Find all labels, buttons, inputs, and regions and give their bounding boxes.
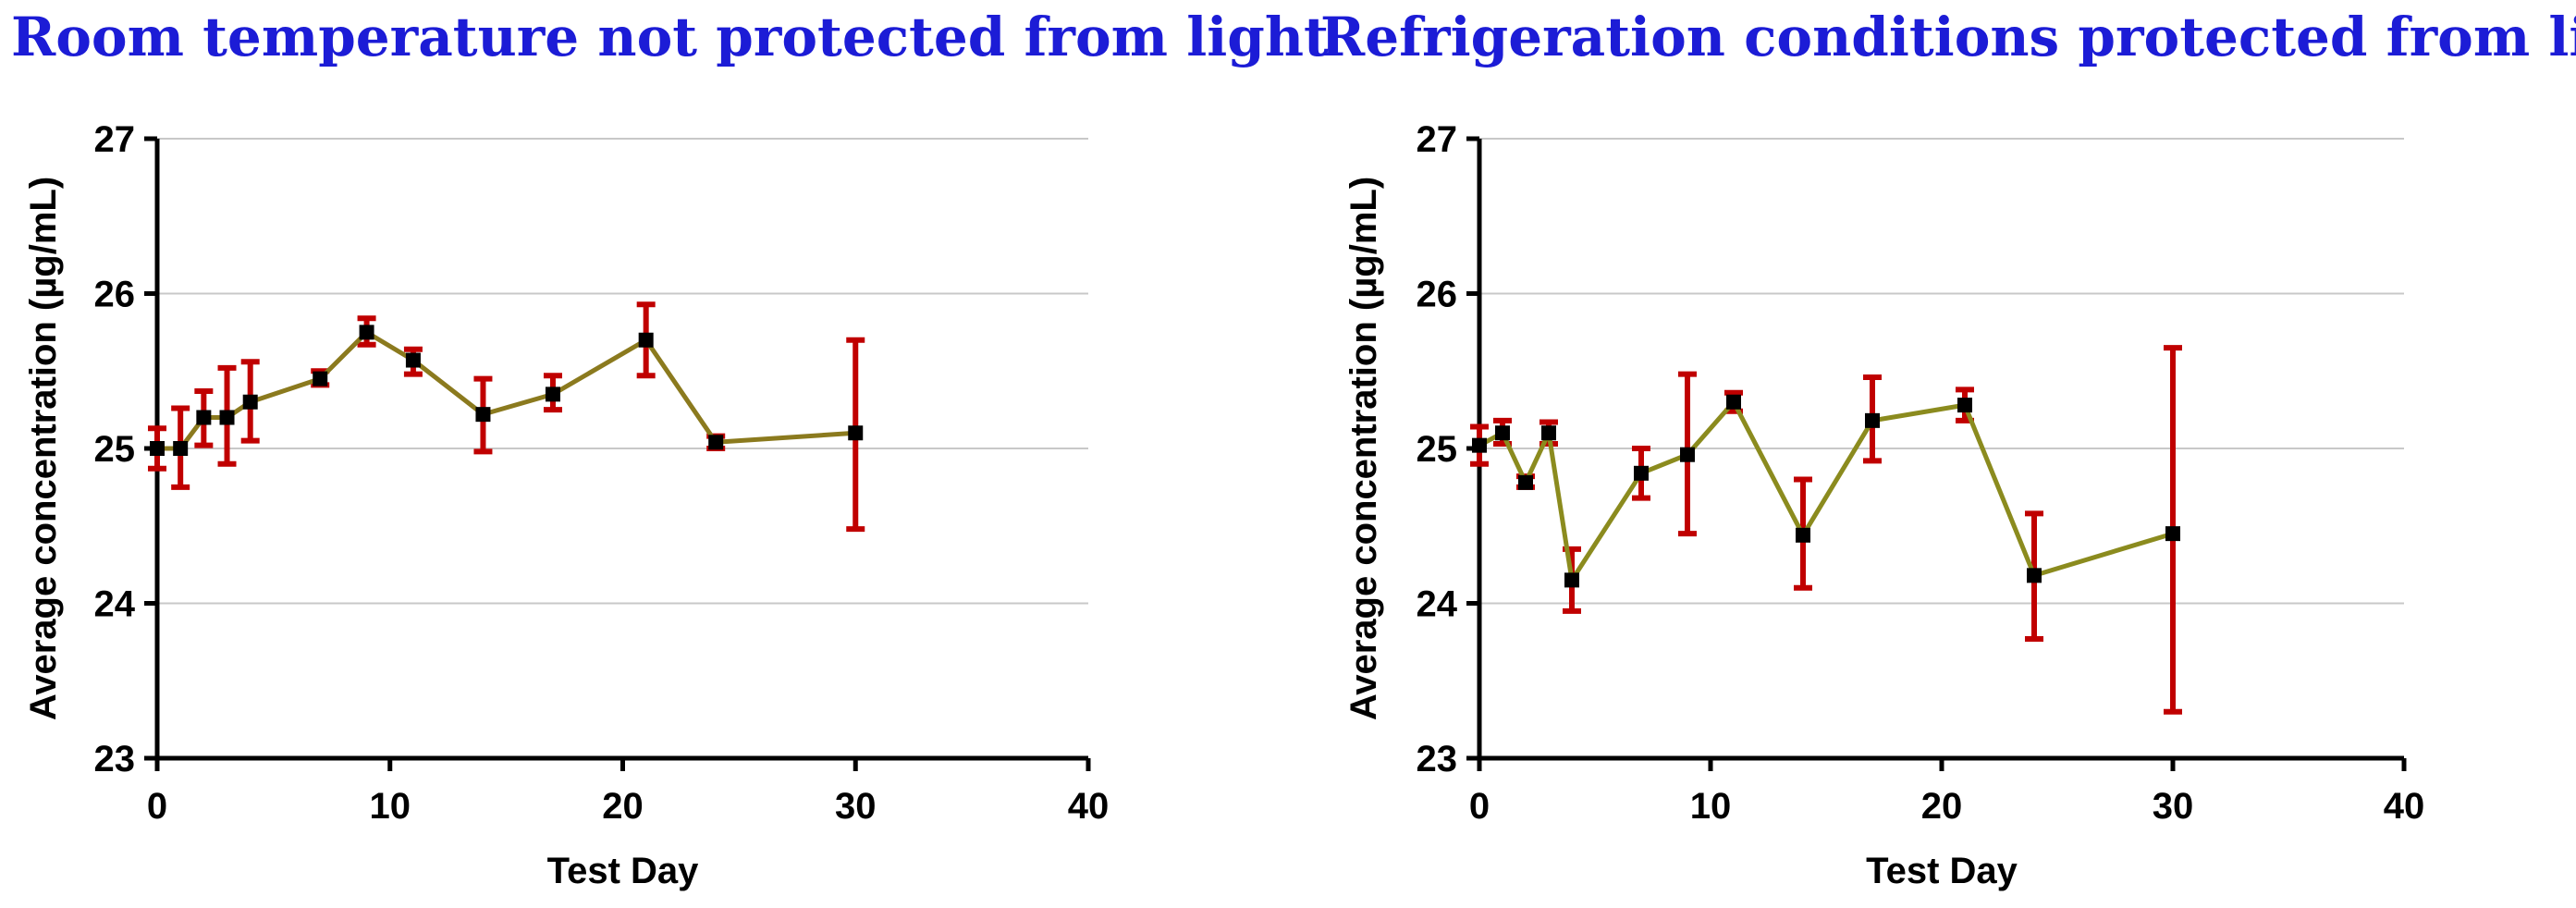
chart-2-data-point — [1564, 572, 1579, 588]
chart-1-data-point — [638, 332, 654, 348]
chart-2-x-axis-label: Test Day — [1866, 851, 2018, 891]
chart-2-y-tick-label: 24 — [1417, 584, 1458, 625]
chart-2-y-axis-label: Average concentration (µg/mL) — [1343, 177, 1384, 720]
chart-2-x-tick-label: 30 — [2153, 786, 2194, 827]
chart-1-data-point — [219, 410, 235, 425]
chart-1-y-tick-label: 27 — [94, 119, 136, 160]
chart-2-y-tick-label: 26 — [1417, 275, 1458, 315]
chart-2-data-point — [1957, 398, 1972, 413]
chart-2-data-point — [1865, 412, 1880, 428]
chart-1-y-tick-label: 25 — [94, 429, 136, 470]
chart-2-data-point — [1726, 394, 1741, 410]
chart-1-data-point — [359, 325, 374, 340]
chart-1-y-tick-label: 26 — [94, 275, 136, 315]
chart-1-data-point — [848, 425, 864, 441]
chart-1-x-tick-label: 40 — [1068, 786, 1110, 827]
chart-1-x-tick-label: 10 — [370, 786, 411, 827]
chart-2-x-tick-label: 40 — [2384, 786, 2425, 827]
chart-2-panel: Refrigeration conditions protected from … — [1320, 6, 2576, 891]
chart-2-y-tick-label: 23 — [1417, 739, 1458, 779]
chart-2-data-point — [1518, 474, 1533, 490]
chart-1-x-axis-label: Test Day — [547, 851, 700, 891]
chart-2-data-point — [1634, 465, 1649, 481]
chart-2-data-point — [2027, 568, 2042, 583]
chart-1-title: Room temperature not protected from ligh… — [11, 6, 1329, 68]
chart-1-y-tick-label: 24 — [94, 584, 136, 625]
chart-2-data-point — [1796, 527, 1810, 543]
chart-1-data-point — [313, 371, 328, 387]
chart-1-data-point — [173, 441, 189, 456]
chart-2-series-line — [1478, 399, 2174, 583]
chart-1-y-tick-label: 23 — [94, 739, 136, 779]
chart-1-x-tick-label: 0 — [147, 786, 167, 827]
chart-2-data-point — [2165, 526, 2180, 542]
chart-2-y-tick-label: 25 — [1417, 429, 1458, 470]
chart-1-x-tick-label: 20 — [602, 786, 644, 827]
chart-1-data-point — [405, 352, 421, 368]
chart-1-data-point — [150, 441, 165, 456]
chart-2-data-point — [1541, 425, 1556, 441]
chart-1-data-point — [242, 394, 258, 410]
chart-2-data-point — [1680, 447, 1695, 462]
chart-1-data-point — [545, 387, 560, 402]
chart-1-data-point — [708, 435, 724, 450]
chart-1-data-point — [475, 407, 491, 423]
chart-1-x-tick-label: 30 — [835, 786, 877, 827]
chart-2-data-point — [1472, 437, 1487, 453]
chart-1-y-axis-label: Average concentration (µg/mL) — [23, 177, 64, 720]
chart-2-y-tick-label: 27 — [1417, 119, 1458, 160]
chart-1-data-point — [196, 410, 212, 425]
chart-2-x-tick-label: 20 — [1921, 786, 1963, 827]
chart-2-x-tick-label: 0 — [1469, 786, 1490, 827]
chart-1-panel: Room temperature not protected from ligh… — [11, 6, 1329, 891]
chart-2-x-tick-label: 10 — [1690, 786, 1732, 827]
chart-2-title: Refrigeration conditions protected from … — [1320, 6, 2576, 68]
chart-1-series-line — [157, 329, 856, 451]
chart-2-data-point — [1495, 425, 1510, 441]
